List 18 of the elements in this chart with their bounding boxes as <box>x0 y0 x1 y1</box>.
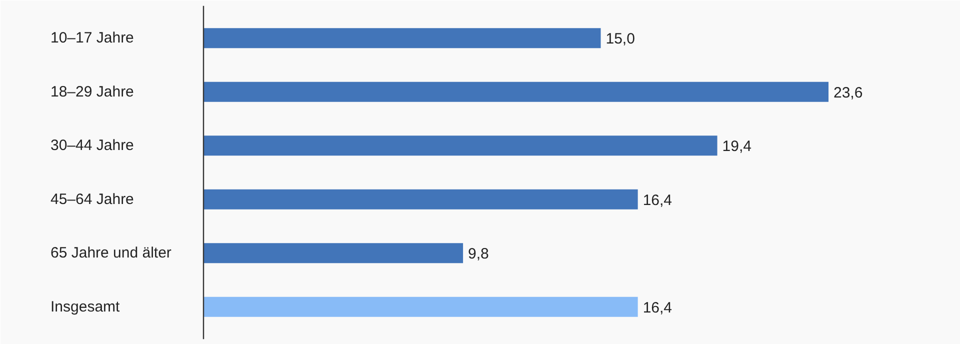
data-label: 19,4 <box>722 138 752 156</box>
data-label: 16,4 <box>642 299 672 316</box>
data-label: 23,6 <box>834 84 863 102</box>
bar <box>204 189 638 210</box>
y-tick-label: 10–17 Jahre <box>50 30 134 47</box>
data-label: 15,0 <box>606 30 635 48</box>
y-tick-label: Insgesamt <box>50 298 121 316</box>
bar <box>204 296 638 317</box>
y-tick-label: 30–44 Jahre <box>50 137 134 154</box>
y-tick-label: 65 Jahre und älter <box>50 244 172 262</box>
bar <box>204 28 601 48</box>
bar <box>204 82 828 102</box>
y-tick-label: 45–64 Jahre <box>50 190 134 208</box>
data-label: 9,8 <box>468 246 489 263</box>
data-label: 16,4 <box>642 192 672 209</box>
y-tick-label: 18–29 Jahre <box>50 83 134 100</box>
bar <box>204 243 464 264</box>
bar <box>204 136 718 156</box>
